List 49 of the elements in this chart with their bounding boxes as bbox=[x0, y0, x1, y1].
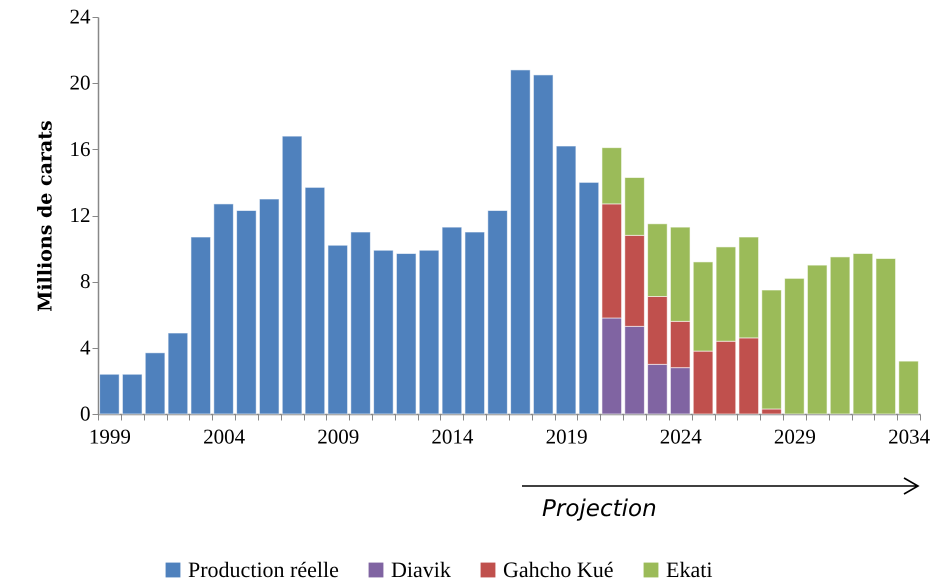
bar bbox=[442, 226, 462, 414]
bar bbox=[898, 360, 919, 414]
bar bbox=[784, 278, 805, 414]
legend-label: Gahcho Kué bbox=[503, 557, 614, 581]
bar bbox=[487, 210, 508, 414]
bar bbox=[578, 182, 600, 414]
y-tick-label: 20 bbox=[70, 70, 90, 95]
legend-label: Diavik bbox=[391, 557, 451, 581]
y-tick-label: 16 bbox=[70, 136, 90, 161]
bar bbox=[258, 198, 280, 414]
x-tick-label: 2004 bbox=[203, 424, 246, 448]
y-axis-title: Millions de carats bbox=[34, 120, 56, 312]
bar bbox=[510, 69, 531, 414]
bar bbox=[122, 374, 143, 414]
legend-label: Ekati bbox=[666, 557, 712, 581]
y-tick-label: 24 bbox=[70, 4, 91, 28]
y-tick-label: 8 bbox=[80, 269, 90, 294]
y-tick-label: 0 bbox=[80, 402, 90, 426]
bar bbox=[236, 210, 257, 414]
x-tick-label: 2009 bbox=[317, 424, 360, 448]
bar bbox=[806, 264, 828, 414]
bar bbox=[282, 136, 302, 414]
bar bbox=[418, 250, 440, 414]
bar bbox=[464, 232, 486, 414]
bar bbox=[532, 74, 554, 414]
bar bbox=[99, 374, 120, 414]
y-tick-label: 12 bbox=[70, 203, 90, 227]
bar bbox=[830, 256, 850, 414]
x-tick-label: 1999 bbox=[88, 424, 131, 448]
x-tick-label: 2019 bbox=[546, 424, 588, 448]
text: Projection bbox=[542, 496, 657, 522]
x-tick-label: 2014 bbox=[431, 424, 474, 448]
bar bbox=[190, 236, 212, 414]
bar bbox=[852, 253, 874, 414]
y-tick-label: 4 bbox=[80, 335, 91, 360]
bar bbox=[556, 146, 576, 414]
bar bbox=[304, 186, 326, 414]
bar bbox=[168, 332, 188, 414]
bar bbox=[213, 203, 234, 414]
x-tick-label: 2024 bbox=[660, 424, 702, 448]
bar bbox=[327, 244, 348, 414]
bar bbox=[350, 232, 371, 414]
x-tick-label: 2034 bbox=[888, 424, 931, 448]
bar bbox=[144, 352, 166, 414]
legend-label: Production réelle bbox=[188, 557, 339, 581]
bar bbox=[396, 253, 417, 414]
x-tick-label: 2029 bbox=[774, 424, 816, 448]
bar bbox=[875, 258, 896, 414]
bar bbox=[373, 250, 394, 414]
